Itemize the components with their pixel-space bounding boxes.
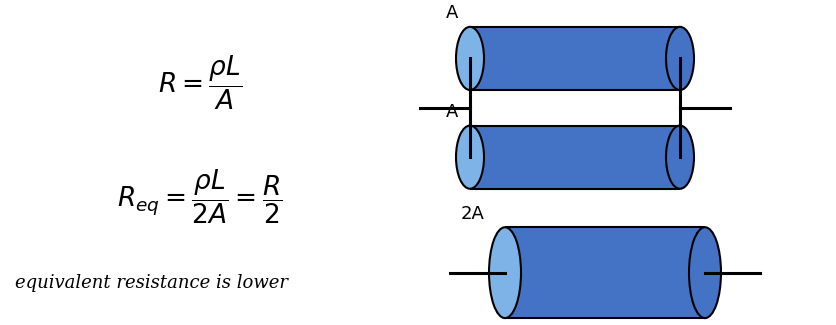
Text: $R = \dfrac{\rho L}{A}$: $R = \dfrac{\rho L}{A}$ — [158, 54, 242, 112]
Text: A: A — [445, 4, 457, 22]
Polygon shape — [504, 227, 704, 318]
Ellipse shape — [456, 125, 483, 189]
Polygon shape — [470, 125, 679, 189]
Ellipse shape — [665, 27, 693, 90]
Ellipse shape — [488, 227, 520, 318]
Ellipse shape — [688, 227, 720, 318]
Text: A: A — [445, 103, 457, 121]
Text: equivalent resistance is lower: equivalent resistance is lower — [15, 274, 288, 292]
Text: 2A: 2A — [461, 205, 484, 223]
Polygon shape — [470, 27, 679, 90]
Text: $R_{eq} = \dfrac{\rho L}{2A} = \dfrac{R}{2}$: $R_{eq} = \dfrac{\rho L}{2A} = \dfrac{R}… — [117, 167, 283, 226]
Ellipse shape — [665, 125, 693, 189]
Ellipse shape — [456, 27, 483, 90]
